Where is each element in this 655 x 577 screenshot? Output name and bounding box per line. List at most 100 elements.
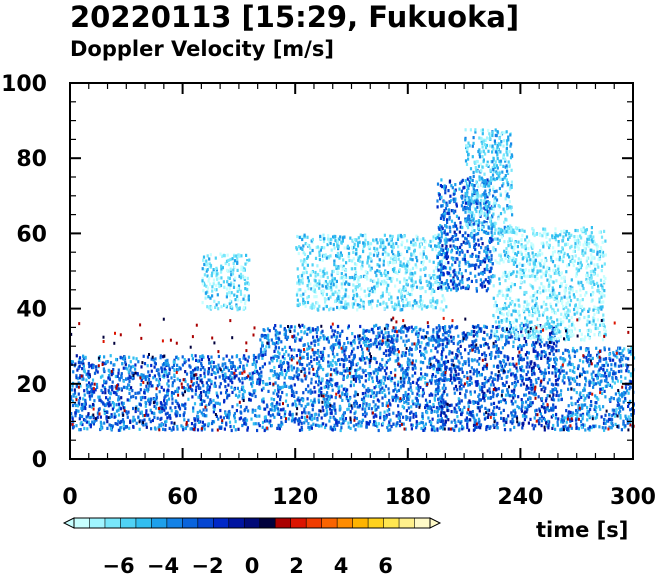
heat-cell	[495, 394, 498, 398]
heat-cell	[513, 414, 516, 418]
heat-cell	[519, 377, 522, 381]
heat-cell	[510, 209, 513, 213]
heat-cell	[442, 282, 445, 286]
heat-cell	[557, 349, 560, 353]
heat-cell	[579, 372, 582, 376]
heat-cell	[360, 267, 363, 271]
heat-cell	[496, 177, 499, 181]
heat-cell	[526, 361, 529, 365]
heat-cell	[503, 210, 506, 214]
heat-cell	[272, 391, 275, 395]
heat-cell	[358, 240, 361, 244]
heat-cell	[499, 143, 502, 147]
heat-cell	[576, 417, 579, 421]
heat-cell	[436, 333, 439, 337]
heat-cell	[278, 385, 281, 389]
heat-cell	[455, 257, 458, 261]
heat-cell	[348, 304, 351, 308]
heat-cell	[452, 276, 455, 280]
heat-cell	[551, 388, 554, 392]
heat-cell	[258, 424, 261, 428]
heat-cell	[624, 391, 627, 395]
heat-cell	[478, 357, 481, 361]
heat-cell	[562, 360, 565, 364]
heat-cell	[375, 394, 378, 398]
heat-cell	[446, 220, 449, 224]
heat-cell	[614, 364, 617, 368]
heat-cell	[400, 364, 403, 368]
heat-cell	[358, 295, 361, 300]
heat-cell	[297, 348, 300, 352]
heat-cell	[364, 391, 367, 395]
heat-cell	[386, 305, 389, 309]
heat-cell	[316, 307, 319, 311]
heat-cell	[512, 320, 515, 324]
heat-cell	[555, 344, 558, 348]
heat-cell	[317, 366, 320, 370]
heat-cell	[416, 399, 419, 403]
heat-cell	[630, 346, 633, 350]
heat-cell	[539, 344, 542, 348]
heat-cell	[612, 351, 615, 355]
heat-cell	[479, 426, 482, 430]
heat-cell	[489, 335, 493, 339]
heat-cell	[405, 399, 408, 404]
heat-cell	[431, 417, 434, 421]
heat-cell	[372, 238, 375, 242]
heat-cell	[335, 254, 338, 258]
heat-cell	[312, 400, 315, 404]
heat-cell	[354, 371, 357, 375]
heat-cell	[312, 328, 315, 332]
heat-cell	[360, 397, 364, 401]
heat-cell	[310, 341, 313, 345]
heat-cell	[306, 356, 309, 360]
heat-cell	[442, 370, 445, 375]
heat-cell	[505, 150, 508, 154]
heat-cell	[622, 400, 625, 404]
heat-cell	[273, 349, 276, 353]
heat-cell	[475, 368, 479, 372]
heat-cell	[624, 414, 627, 418]
heat-cell	[351, 349, 354, 353]
heat-cell	[617, 400, 620, 404]
heat-cell	[369, 372, 372, 376]
heat-cell	[468, 208, 471, 212]
heat-cell	[382, 282, 386, 286]
heat-cell	[263, 362, 266, 366]
heat-cell	[485, 254, 488, 258]
heat-cell	[571, 363, 574, 367]
heat-cell	[415, 381, 418, 385]
heat-cell	[376, 241, 379, 245]
heat-cell	[547, 423, 550, 427]
heat-cell	[530, 402, 533, 407]
heat-cell	[372, 342, 375, 346]
heat-cell	[308, 346, 311, 350]
heat-cell	[310, 239, 313, 243]
heat-cell	[296, 367, 299, 371]
heat-cell	[387, 343, 390, 347]
heat-cell	[480, 194, 483, 198]
heat-cell	[402, 285, 405, 289]
heat-cell	[364, 414, 367, 418]
heat-cell	[498, 171, 501, 176]
heat-cell	[461, 200, 464, 204]
heat-cell	[444, 325, 447, 329]
heat-cell	[276, 394, 280, 398]
heat-cell	[491, 160, 494, 164]
heat-cell	[471, 263, 474, 267]
heat-cell	[306, 263, 309, 267]
heat-cell	[489, 413, 492, 417]
heat-cell	[483, 381, 486, 385]
heat-cell	[437, 241, 440, 246]
heat-cell	[621, 393, 624, 398]
heat-cell	[467, 286, 470, 291]
heat-cell	[542, 241, 545, 245]
heat-cell	[481, 272, 484, 276]
heat-cell	[502, 371, 505, 375]
heat-cell	[291, 402, 295, 406]
heat-cell	[367, 390, 370, 394]
heat-cell	[284, 410, 287, 414]
heat-cell	[492, 395, 495, 399]
heat-cell	[483, 230, 486, 234]
heat-cell	[316, 418, 319, 422]
